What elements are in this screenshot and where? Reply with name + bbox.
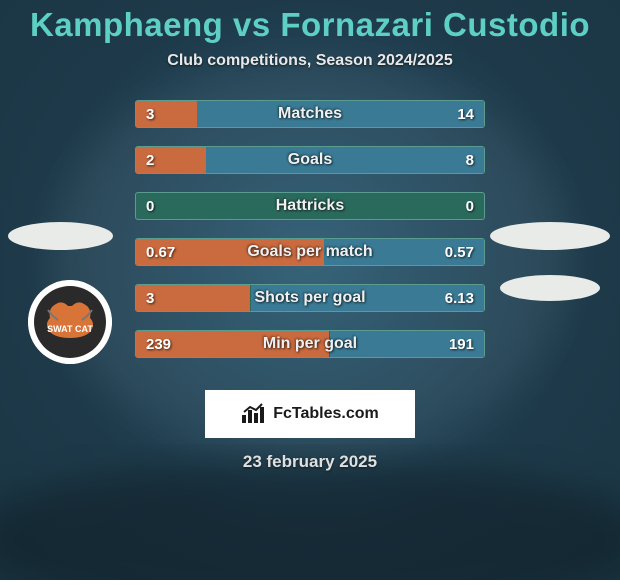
player-left-placeholder bbox=[8, 222, 113, 250]
page-title: Kamphaeng vs Fornazari Custodio bbox=[0, 6, 620, 44]
swat-cat-icon: SWAT CAT bbox=[28, 280, 112, 364]
comparison-arena: SWAT CAT 314Matches 28Goals 00Hattricks 0.6… bbox=[0, 100, 620, 380]
stat-label: Matches bbox=[136, 101, 484, 127]
content: Kamphaeng vs Fornazari Custodio Club com… bbox=[0, 0, 620, 580]
player-right-placeholder bbox=[490, 222, 610, 250]
stat-row: 239191Min per goal bbox=[135, 330, 485, 358]
stat-row: 36.13Shots per goal bbox=[135, 284, 485, 312]
stat-label: Goals per match bbox=[136, 239, 484, 265]
stat-rows: 314Matches 28Goals 00Hattricks 0.670.57Goal… bbox=[135, 100, 485, 376]
stat-label: Shots per goal bbox=[136, 285, 484, 311]
club-left-logo: SWAT CAT bbox=[28, 280, 112, 364]
stat-label: Hattricks bbox=[136, 193, 484, 219]
club-right-placeholder bbox=[500, 275, 600, 301]
stat-row: 28Goals bbox=[135, 146, 485, 174]
svg-text:SWAT CAT: SWAT CAT bbox=[47, 324, 93, 334]
brand-chart-icon bbox=[241, 403, 267, 425]
stat-row: 0.670.57Goals per match bbox=[135, 238, 485, 266]
branding-badge: FcTables.com bbox=[205, 390, 415, 438]
stat-label: Min per goal bbox=[136, 331, 484, 357]
stat-label: Goals bbox=[136, 147, 484, 173]
date-text: 23 february 2025 bbox=[0, 452, 620, 472]
branding-text: FcTables.com bbox=[273, 405, 379, 423]
stat-row: 00Hattricks bbox=[135, 192, 485, 220]
stat-row: 314Matches bbox=[135, 100, 485, 128]
subtitle: Club competitions, Season 2024/2025 bbox=[0, 52, 620, 70]
